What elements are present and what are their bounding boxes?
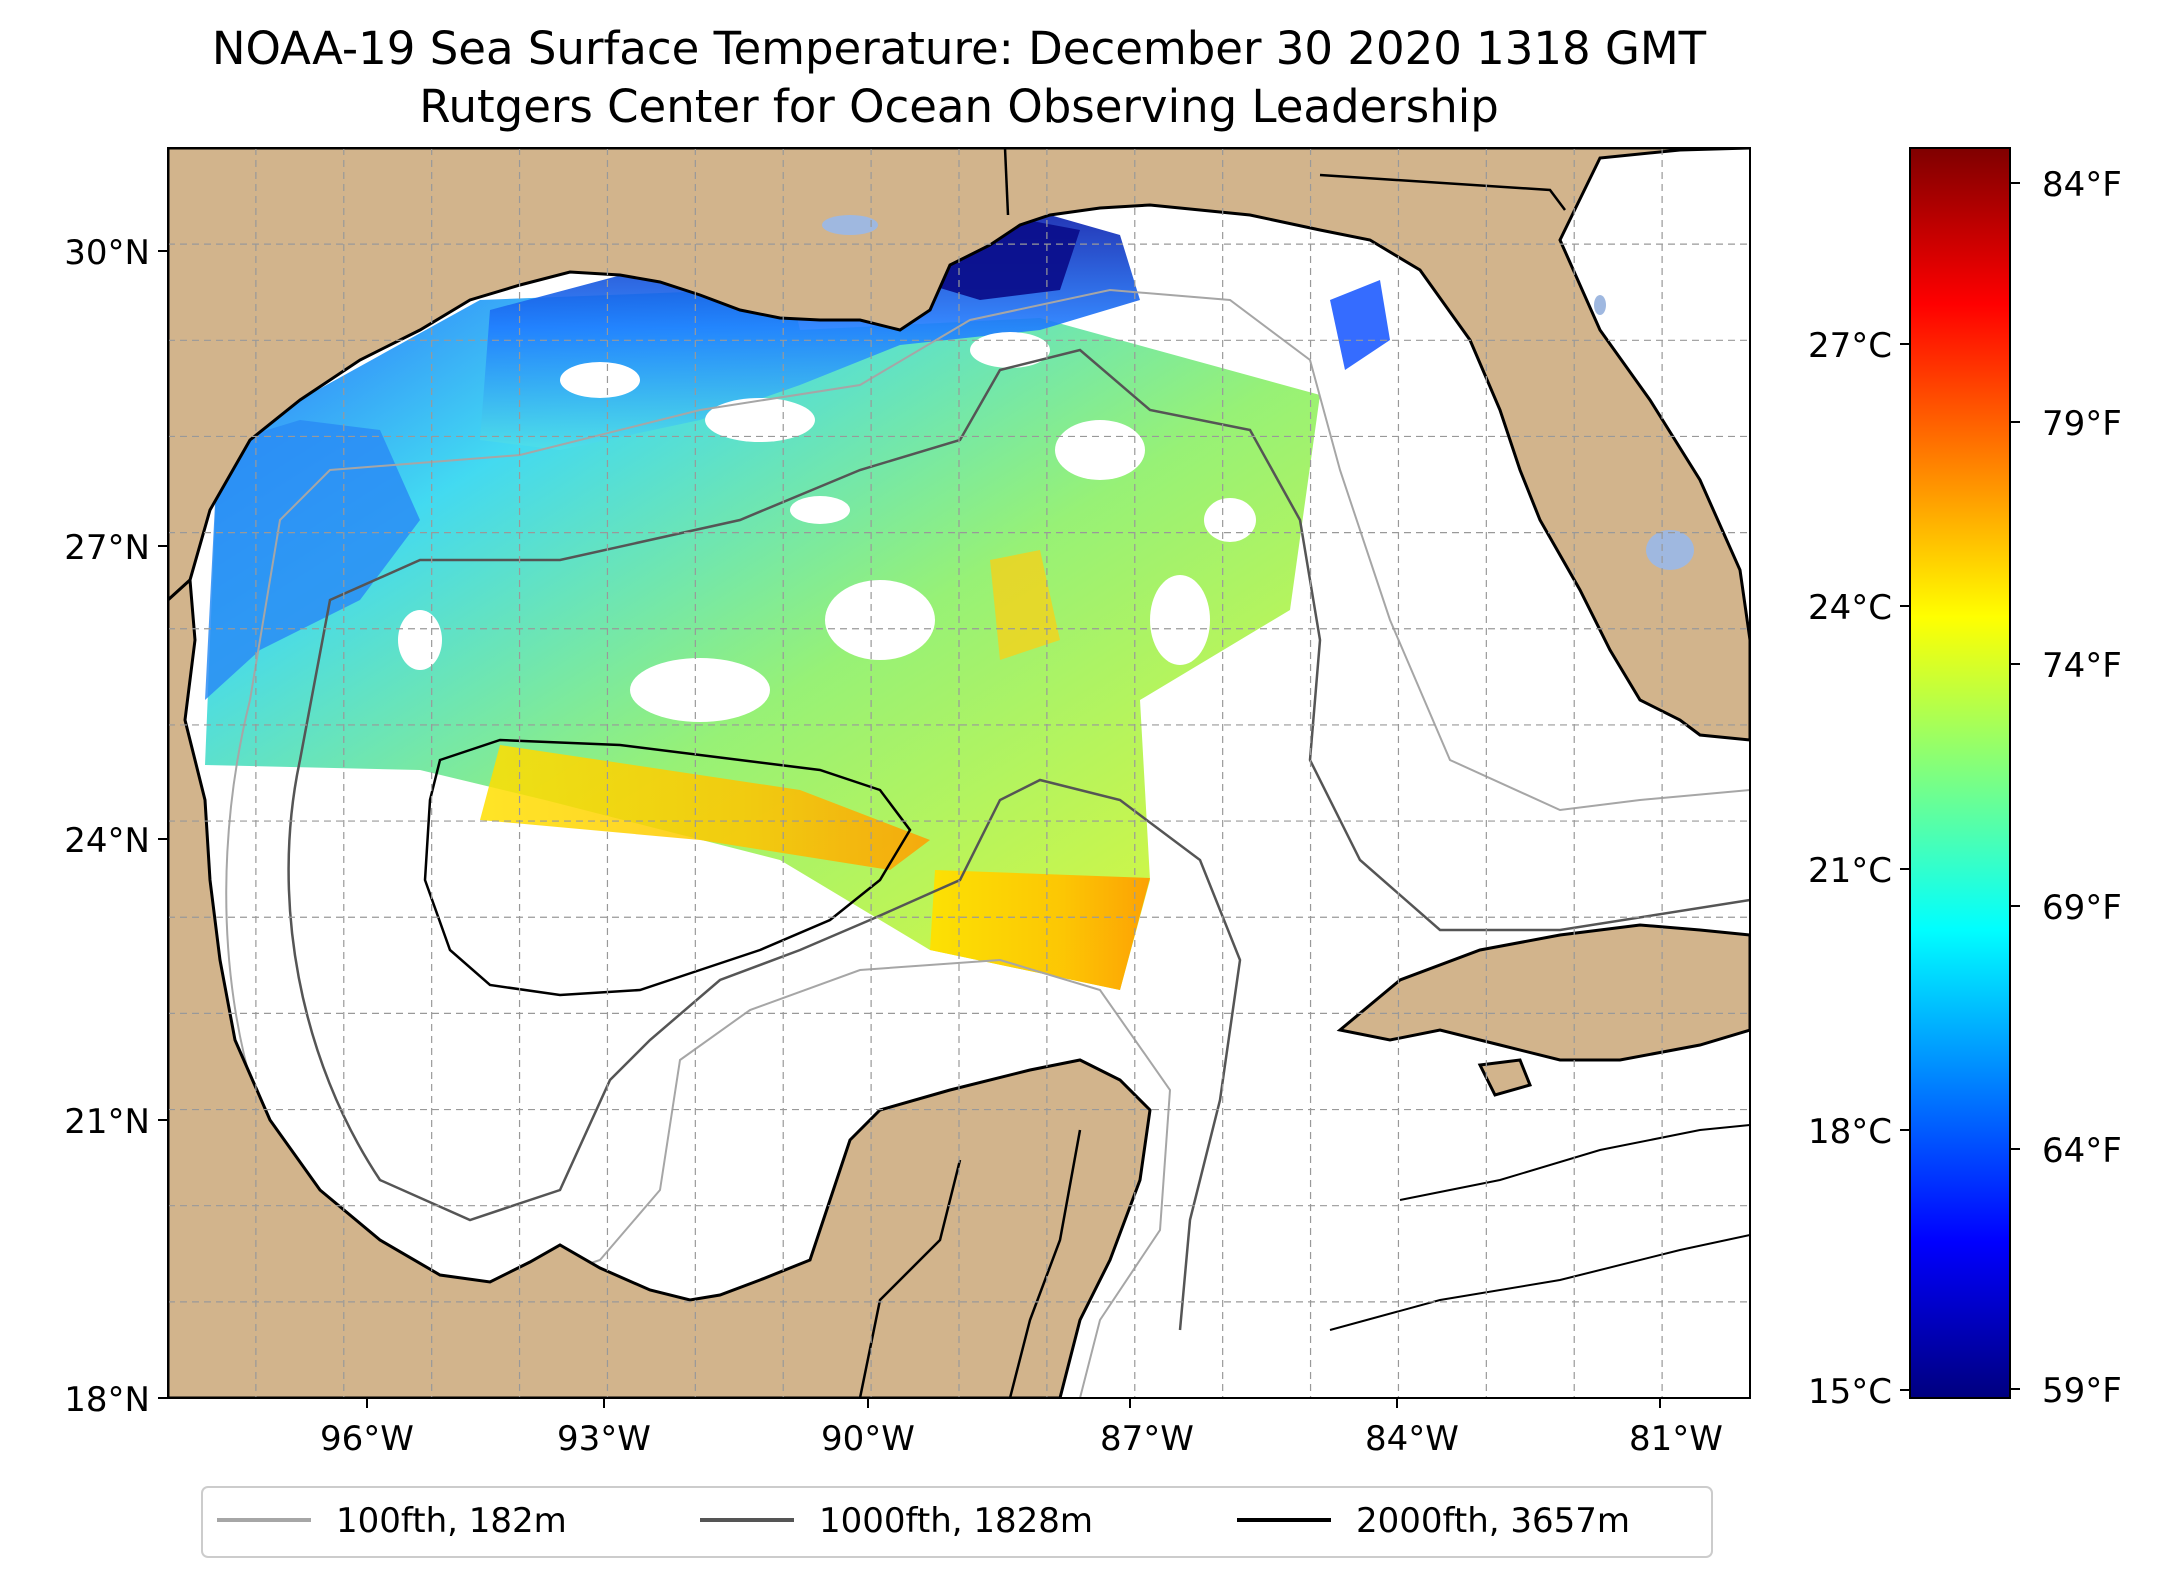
land-us-gulf-coast: [168, 148, 1750, 742]
legend-label-100fth: 100fth, 182m: [336, 1501, 567, 1541]
map-title-line2: Rutgers Center for Ocean Observing Leade…: [419, 80, 1499, 133]
celsius-tick-label: 24°C: [1808, 588, 1892, 628]
legend-label-1000fth: 1000fth, 1828m: [819, 1501, 1093, 1541]
border-al-ms: [1003, 148, 1010, 216]
contour-2000fth: [423, 738, 912, 997]
lat-tick-label: 30°N: [64, 233, 150, 273]
colorbar: 27°C 24°C 21°C 18°C 15°C 84°F 79°F 74°F …: [1808, 147, 2122, 1412]
land-layer: [168, 148, 1750, 1398]
lake-pontchartrain: [822, 215, 878, 235]
border-fl-ga: [1319, 173, 1566, 211]
land-isle-of-youth: [1477, 1058, 1533, 1097]
land-mexico-west: [168, 576, 1152, 1398]
florida-lake: [1594, 295, 1606, 315]
celsius-tick-label: 21°C: [1808, 851, 1892, 891]
legend-item-1000fth: 1000fth, 1828m: [700, 1501, 1093, 1541]
celsius-tick-label: 18°C: [1808, 1112, 1892, 1152]
lon-tick-label: 81°W: [1629, 1419, 1723, 1459]
celsius-tick-label: 15°C: [1808, 1372, 1892, 1412]
borders: [858, 148, 1566, 1398]
sst-texas-coastal-cold: [205, 420, 420, 700]
legend-item-100fth: 100fth, 182m: [217, 1501, 567, 1541]
inland-water: [822, 215, 1694, 570]
fahrenheit-tick-label: 59°F: [2042, 1371, 2122, 1411]
lat-axis: 30°N 27°N 24°N 21°N 18°N: [64, 233, 168, 1420]
lon-axis: 96°W 93°W 90°W 87°W 84°W 81°W: [320, 1398, 1723, 1459]
fahrenheit-tick-label: 79°F: [2042, 404, 2122, 444]
sst-warm-band-central: [480, 745, 930, 870]
lat-tick-label: 21°N: [64, 1102, 150, 1142]
lat-tick-label: 27°N: [64, 528, 150, 568]
fahrenheit-tick-label: 84°F: [2042, 165, 2122, 205]
map-frame: [167, 147, 1751, 1399]
lon-tick-label: 96°W: [320, 1419, 414, 1459]
lon-tick-label: 84°W: [1365, 1419, 1459, 1459]
legend-item-2000fth: 2000fth, 3657m: [1237, 1501, 1630, 1541]
sst-warm-patch-east: [930, 870, 1150, 990]
sst-florida-cold: [1330, 280, 1390, 370]
lat-tick-label: 24°N: [64, 821, 150, 861]
border-yucatan-states: [1008, 1129, 1082, 1398]
map-panel: [168, 148, 1750, 1398]
map-title-line1: NOAA-19 Sea Surface Temperature: Decembe…: [212, 22, 1707, 75]
sst-swath-main: [205, 288, 1320, 990]
colorbar-fahrenheit-axis: 84°F 79°F 74°F 69°F 64°F 59°F: [2010, 165, 2122, 1411]
contour-legend: 100fth, 182m 1000fth, 1828m 2000fth, 365…: [201, 1486, 1713, 1558]
land-cuba: [1336, 923, 1750, 1062]
border-mexico-guatemala: [858, 1159, 962, 1398]
cloud-gaps: [398, 332, 1256, 722]
lat-tick-label: 18°N: [64, 1380, 150, 1420]
lon-tick-label: 90°W: [821, 1419, 915, 1459]
sst-data-layer: [205, 205, 1390, 990]
contour-1000fth: [287, 348, 1750, 1331]
lake-okeechobee: [1646, 530, 1694, 570]
colorbar-gradient: [1909, 147, 2011, 1399]
graticule: [168, 148, 1750, 1398]
celsius-tick-label: 27°C: [1808, 326, 1892, 366]
fahrenheit-tick-label: 69°F: [2042, 888, 2122, 928]
fahrenheit-tick-label: 74°F: [2042, 646, 2122, 686]
fahrenheit-tick-label: 64°F: [2042, 1131, 2122, 1171]
legend-label-2000fth: 2000fth, 3657m: [1356, 1501, 1630, 1541]
contour-2000fth-caribbean: [1329, 1124, 1750, 1331]
legend-box: [201, 1486, 1713, 1558]
lon-tick-label: 87°W: [1100, 1419, 1194, 1459]
colorbar-celsius-axis: 27°C 24°C 21°C 18°C 15°C: [1808, 326, 1910, 1412]
sst-warm-patch-north: [990, 550, 1060, 660]
lon-tick-label: 93°W: [557, 1419, 651, 1459]
